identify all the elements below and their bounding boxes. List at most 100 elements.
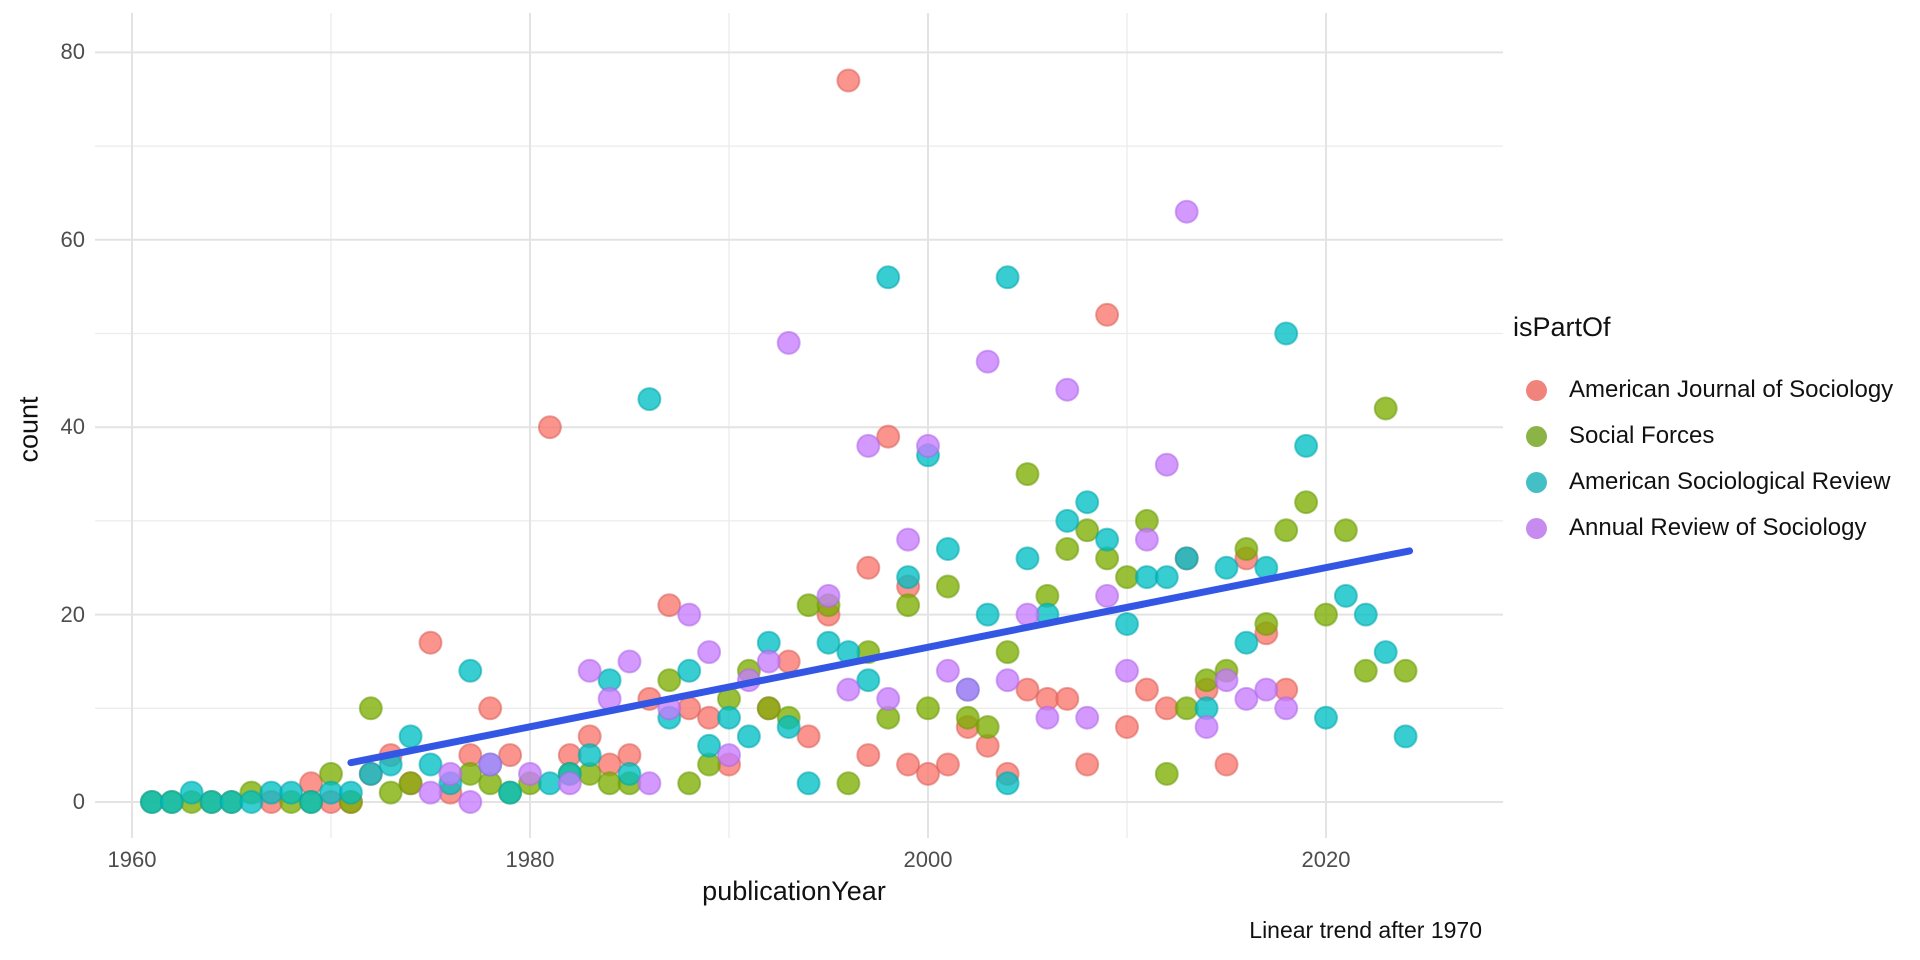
data-point: [139, 790, 164, 814]
data-point: [935, 537, 960, 561]
data-point: [1194, 715, 1219, 739]
data-point: [677, 696, 702, 721]
data-point: [1015, 677, 1040, 702]
y-axis-title: count: [13, 396, 44, 463]
data-point: [1194, 668, 1219, 693]
data-point: [816, 583, 841, 608]
data-point: [577, 743, 602, 768]
legend-key-circle-ajs: [1526, 379, 1547, 401]
data-point: [1214, 555, 1239, 580]
data-point: [617, 761, 642, 786]
data-point: [398, 724, 423, 749]
data-point: [597, 771, 622, 796]
data-point: [856, 433, 881, 458]
data-point: [398, 771, 423, 796]
data-point: [1314, 705, 1338, 730]
data-point: [896, 565, 921, 590]
data-point: [418, 780, 443, 805]
data-point: [677, 658, 702, 683]
y-tick-label: 60: [60, 226, 85, 252]
data-point: [876, 424, 901, 449]
data-point: [1075, 490, 1100, 515]
data-point: [1115, 612, 1139, 636]
data-point: [975, 349, 1000, 374]
data-point: [717, 743, 741, 768]
data-point: [498, 780, 523, 805]
data-point: [1015, 462, 1040, 487]
data-point: [796, 771, 821, 796]
data-point: [478, 752, 503, 777]
x-tick-label: 2000: [903, 847, 953, 872]
legend-title: isPartOf: [1513, 312, 1611, 342]
legend-item-ars: Annual Review of Sociology: [1513, 505, 1913, 551]
data-point: [1234, 537, 1259, 561]
data-point: [776, 715, 801, 739]
data-point: [975, 602, 1000, 627]
legend-key-circle-sf: [1526, 425, 1547, 447]
data-point: [836, 771, 861, 796]
data-point: [418, 752, 443, 777]
data-point: [458, 658, 483, 683]
data-point: [358, 761, 383, 786]
data-point: [299, 790, 324, 814]
data-point: [378, 780, 403, 805]
data-point: [1274, 696, 1299, 721]
x-axis-title: publicationYear: [702, 876, 886, 906]
y-tick-label: 40: [60, 414, 85, 440]
data-point: [796, 593, 821, 618]
data-point: [1294, 490, 1319, 515]
data-point: [995, 668, 1020, 693]
data-point: [179, 780, 204, 805]
data-point: [736, 724, 761, 749]
data-point: [1154, 696, 1179, 721]
data-point: [916, 433, 940, 458]
data-point: [995, 640, 1020, 665]
data-point: [1314, 602, 1338, 627]
data-point: [1214, 752, 1239, 777]
data-point: [1174, 696, 1199, 721]
data-point: [1134, 527, 1159, 552]
data-point: [1254, 612, 1279, 636]
data-point: [637, 771, 662, 796]
legend-item-label: American Journal of Sociology: [1569, 376, 1894, 403]
data-point: [697, 733, 722, 758]
data-point: [776, 330, 801, 355]
data-point: [856, 743, 881, 768]
data-point: [1055, 377, 1080, 402]
data-point: [876, 686, 901, 711]
data-point: [498, 743, 523, 768]
data-point: [358, 696, 383, 721]
y-tick-label: 80: [60, 39, 85, 65]
data-point: [756, 649, 781, 674]
data-point: [478, 696, 503, 721]
data-point: [1393, 724, 1418, 749]
data-point: [239, 790, 264, 814]
data-point: [319, 780, 343, 805]
data-point: [557, 771, 582, 796]
data-point: [1333, 518, 1358, 543]
data-point: [876, 265, 901, 290]
data-point: [1095, 583, 1120, 608]
data-point: [617, 649, 642, 674]
data-point: [518, 761, 542, 786]
data-point: [1154, 761, 1179, 786]
data-point: [955, 705, 980, 730]
data-point: [1274, 321, 1299, 346]
data-point: [995, 265, 1020, 290]
data-point: [537, 415, 562, 440]
data-point: [1095, 527, 1120, 552]
data-point: [1274, 518, 1299, 543]
legend-item-ajs: American Journal of Sociology: [1513, 367, 1913, 413]
data-point: [1075, 518, 1100, 543]
data-point: [1134, 565, 1159, 590]
data-point: [916, 761, 940, 786]
x-tick-label: 1980: [505, 847, 555, 872]
data-point: [916, 696, 940, 721]
data-point: [1333, 583, 1358, 608]
data-point: [1254, 677, 1279, 702]
y-tick-label: 0: [72, 789, 85, 814]
data-point: [935, 658, 960, 683]
data-point: [935, 752, 960, 777]
data-point: [697, 640, 722, 665]
